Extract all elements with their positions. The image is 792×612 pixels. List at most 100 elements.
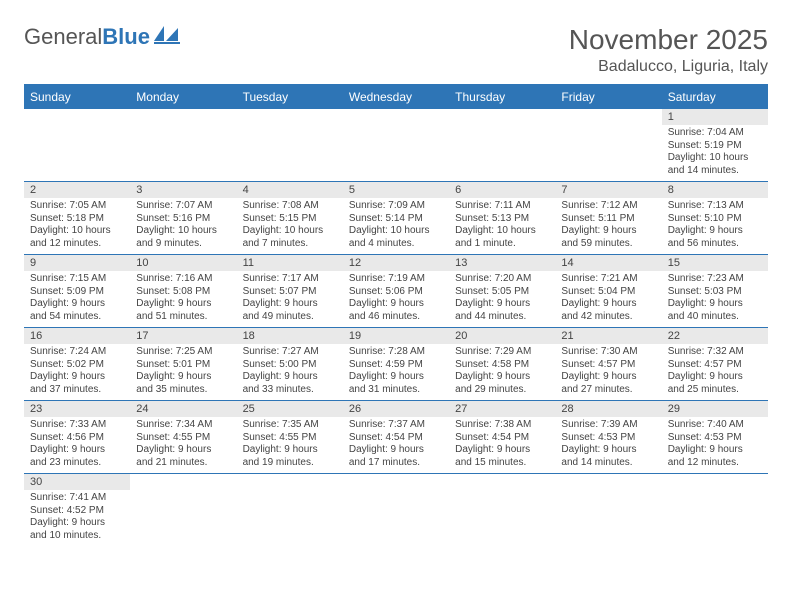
day-body: Sunrise: 7:24 AMSunset: 5:02 PMDaylight:… bbox=[24, 344, 130, 400]
daylight-text: Daylight: 10 hours and 4 minutes. bbox=[349, 225, 443, 250]
sunrise-text: Sunrise: 7:28 AM bbox=[349, 346, 443, 359]
week-group: 9101112131415Sunrise: 7:15 AMSunset: 5:0… bbox=[24, 255, 768, 328]
day-header-row: Sunday Monday Tuesday Wednesday Thursday… bbox=[24, 86, 768, 109]
day-number: 12 bbox=[343, 255, 449, 271]
day-number: 27 bbox=[449, 401, 555, 417]
day-number bbox=[237, 474, 343, 490]
day-number: 1 bbox=[662, 109, 768, 125]
day-number bbox=[343, 474, 449, 490]
daylight-text: Daylight: 10 hours and 12 minutes. bbox=[30, 225, 124, 250]
sunrise-text: Sunrise: 7:17 AM bbox=[243, 273, 337, 286]
day-body bbox=[237, 125, 343, 181]
sunrise-text: Sunrise: 7:09 AM bbox=[349, 200, 443, 213]
day-body: Sunrise: 7:28 AMSunset: 4:59 PMDaylight:… bbox=[343, 344, 449, 400]
sunrise-text: Sunrise: 7:37 AM bbox=[349, 419, 443, 432]
day-number: 22 bbox=[662, 328, 768, 344]
day-body: Sunrise: 7:04 AMSunset: 5:19 PMDaylight:… bbox=[662, 125, 768, 181]
daylight-text: Daylight: 9 hours and 42 minutes. bbox=[561, 298, 655, 323]
page-container: GeneralBlue November 2025 Badalucco, Lig… bbox=[0, 0, 792, 546]
day-number bbox=[555, 474, 661, 490]
header: GeneralBlue November 2025 Badalucco, Lig… bbox=[24, 24, 768, 76]
sunrise-text: Sunrise: 7:20 AM bbox=[455, 273, 549, 286]
day-body bbox=[24, 125, 130, 181]
sunrise-text: Sunrise: 7:30 AM bbox=[561, 346, 655, 359]
sunset-text: Sunset: 5:02 PM bbox=[30, 359, 124, 372]
sunrise-text: Sunrise: 7:23 AM bbox=[668, 273, 762, 286]
sunset-text: Sunset: 5:16 PM bbox=[136, 213, 230, 226]
sunrise-text: Sunrise: 7:41 AM bbox=[30, 492, 124, 505]
day-number bbox=[24, 109, 130, 125]
day-body: Sunrise: 7:09 AMSunset: 5:14 PMDaylight:… bbox=[343, 198, 449, 254]
day-body bbox=[343, 125, 449, 181]
sunset-text: Sunset: 5:10 PM bbox=[668, 213, 762, 226]
sunrise-text: Sunrise: 7:24 AM bbox=[30, 346, 124, 359]
sunrise-text: Sunrise: 7:05 AM bbox=[30, 200, 124, 213]
sunrise-text: Sunrise: 7:33 AM bbox=[30, 419, 124, 432]
sunset-text: Sunset: 5:06 PM bbox=[349, 286, 443, 299]
day-body: Sunrise: 7:30 AMSunset: 4:57 PMDaylight:… bbox=[555, 344, 661, 400]
day-body: Sunrise: 7:32 AMSunset: 4:57 PMDaylight:… bbox=[662, 344, 768, 400]
day-header-wed: Wednesday bbox=[343, 86, 449, 109]
day-number: 3 bbox=[130, 182, 236, 198]
day-body: Sunrise: 7:38 AMSunset: 4:54 PMDaylight:… bbox=[449, 417, 555, 473]
day-body: Sunrise: 7:37 AMSunset: 4:54 PMDaylight:… bbox=[343, 417, 449, 473]
day-number: 11 bbox=[237, 255, 343, 271]
daynum-row: 1 bbox=[24, 109, 768, 125]
daynum-row: 23242526272829 bbox=[24, 401, 768, 417]
weeks-container: 1Sunrise: 7:04 AMSunset: 5:19 PMDaylight… bbox=[24, 109, 768, 546]
daybody-row: Sunrise: 7:15 AMSunset: 5:09 PMDaylight:… bbox=[24, 271, 768, 327]
day-number: 24 bbox=[130, 401, 236, 417]
day-body: Sunrise: 7:16 AMSunset: 5:08 PMDaylight:… bbox=[130, 271, 236, 327]
sunrise-text: Sunrise: 7:11 AM bbox=[455, 200, 549, 213]
day-body: Sunrise: 7:08 AMSunset: 5:15 PMDaylight:… bbox=[237, 198, 343, 254]
day-body: Sunrise: 7:25 AMSunset: 5:01 PMDaylight:… bbox=[130, 344, 236, 400]
day-body: Sunrise: 7:40 AMSunset: 4:53 PMDaylight:… bbox=[662, 417, 768, 473]
day-number: 29 bbox=[662, 401, 768, 417]
day-number: 15 bbox=[662, 255, 768, 271]
sunset-text: Sunset: 5:19 PM bbox=[668, 140, 762, 153]
logo-text-general: General bbox=[24, 24, 102, 50]
day-header-sat: Saturday bbox=[662, 86, 768, 109]
daylight-text: Daylight: 9 hours and 15 minutes. bbox=[455, 444, 549, 469]
sunset-text: Sunset: 5:04 PM bbox=[561, 286, 655, 299]
daylight-text: Daylight: 9 hours and 40 minutes. bbox=[668, 298, 762, 323]
daylight-text: Daylight: 9 hours and 54 minutes. bbox=[30, 298, 124, 323]
day-body: Sunrise: 7:21 AMSunset: 5:04 PMDaylight:… bbox=[555, 271, 661, 327]
day-header-sun: Sunday bbox=[24, 86, 130, 109]
day-number bbox=[449, 474, 555, 490]
daybody-row: Sunrise: 7:24 AMSunset: 5:02 PM Daylight:… bbox=[24, 344, 768, 400]
daylight-text: Daylight: 9 hours and 35 minutes. bbox=[136, 371, 230, 396]
sunset-text: Sunset: 5:15 PM bbox=[243, 213, 337, 226]
sunrise-text: Sunrise: 7:32 AM bbox=[668, 346, 762, 359]
sunrise-text: Sunrise: 7:34 AM bbox=[136, 419, 230, 432]
day-body: Sunrise: 7:15 AMSunset: 5:09 PMDaylight:… bbox=[24, 271, 130, 327]
day-header-tue: Tuesday bbox=[237, 86, 343, 109]
daylight-text: Daylight: 9 hours and 51 minutes. bbox=[136, 298, 230, 323]
daylight-text: Daylight: 9 hours and 46 minutes. bbox=[349, 298, 443, 323]
daybody-row: Sunrise: 7:41 AMSunset: 4:52 PMDaylight:… bbox=[24, 490, 768, 546]
sunset-text: Sunset: 5:00 PM bbox=[243, 359, 337, 372]
daybody-row: Sunrise: 7:05 AMSunset: 5:18 PMDaylight:… bbox=[24, 198, 768, 254]
day-body: Sunrise: 7:12 AMSunset: 5:11 PMDaylight:… bbox=[555, 198, 661, 254]
day-number: 30 bbox=[24, 474, 130, 490]
daylight-text: Daylight: 10 hours and 9 minutes. bbox=[136, 225, 230, 250]
day-header-fri: Friday bbox=[555, 86, 661, 109]
sunset-text: Sunset: 5:18 PM bbox=[30, 213, 124, 226]
daybody-row: Sunrise: 7:04 AMSunset: 5:19 PMDaylight:… bbox=[24, 125, 768, 181]
sunrise-text: Sunrise: 7:08 AM bbox=[243, 200, 337, 213]
day-body: Sunrise: 7:39 AMSunset: 4:53 PMDaylight:… bbox=[555, 417, 661, 473]
sunrise-text: Sunrise: 7:07 AM bbox=[136, 200, 230, 213]
daylight-text: Daylight: 9 hours and 27 minutes. bbox=[561, 371, 655, 396]
day-number bbox=[130, 474, 236, 490]
day-number: 16 bbox=[24, 328, 130, 344]
day-number: 4 bbox=[237, 182, 343, 198]
daylight-text: Daylight: 9 hours and 49 minutes. bbox=[243, 298, 337, 323]
day-body: Sunrise: 7:29 AMSunset: 4:58 PMDaylight:… bbox=[449, 344, 555, 400]
sunrise-text: Sunrise: 7:04 AM bbox=[668, 127, 762, 140]
day-body: Sunrise: 7:19 AMSunset: 5:06 PMDaylight:… bbox=[343, 271, 449, 327]
day-number: 8 bbox=[662, 182, 768, 198]
sunrise-text: Sunrise: 7:27 AM bbox=[243, 346, 337, 359]
week-group: 1Sunrise: 7:04 AMSunset: 5:19 PMDaylight… bbox=[24, 109, 768, 182]
sunrise-text: Sunrise: 7:12 AM bbox=[561, 200, 655, 213]
day-body bbox=[343, 490, 449, 546]
